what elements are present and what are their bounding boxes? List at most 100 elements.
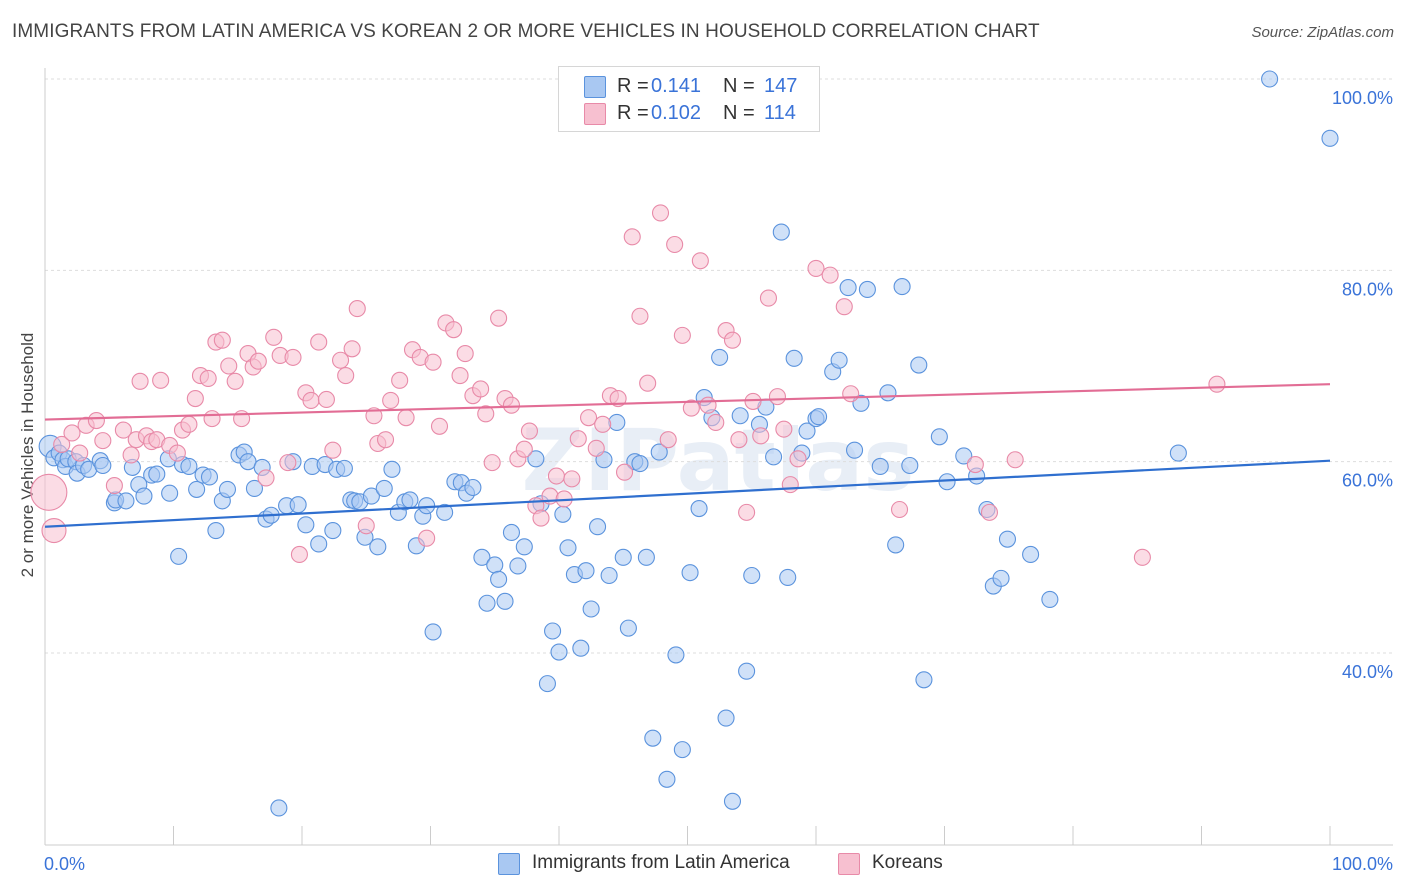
data-point-koreans xyxy=(691,252,709,270)
data-point-immigrants xyxy=(550,643,568,661)
data-point-immigrants xyxy=(188,480,206,498)
data-point-immigrants xyxy=(135,487,153,505)
data-point-immigrants xyxy=(731,407,749,425)
y-tick-label: 100.0% xyxy=(1332,88,1393,108)
data-point-koreans xyxy=(317,390,335,409)
data-point-immigrants xyxy=(369,538,387,556)
data-point-koreans xyxy=(842,385,860,403)
data-point-koreans xyxy=(966,455,984,474)
data-point-koreans xyxy=(502,396,521,414)
data-point-immigrants xyxy=(711,348,729,366)
data-point-koreans xyxy=(651,204,670,222)
data-point-koreans xyxy=(483,454,501,472)
n-value: 114 xyxy=(764,102,796,124)
data-point-koreans xyxy=(430,417,449,435)
data-point-immigrants xyxy=(375,479,393,498)
data-point-immigrants xyxy=(644,729,662,747)
data-point-koreans xyxy=(445,321,463,339)
data-point-koreans xyxy=(477,405,495,423)
data-point-koreans xyxy=(659,431,677,449)
data-point-immigrants xyxy=(486,556,504,574)
data-point-koreans xyxy=(532,509,550,527)
data-point-immigrants xyxy=(207,521,225,540)
r-label: R = xyxy=(617,75,649,97)
legend-label: Immigrants from Latin America xyxy=(532,852,790,873)
data-point-immigrants xyxy=(245,479,264,498)
data-point-immigrants xyxy=(600,566,618,585)
data-point-immigrants xyxy=(650,443,668,461)
data-point-immigrants xyxy=(310,535,328,553)
n-label: N = xyxy=(723,102,755,124)
data-point-koreans xyxy=(290,545,308,564)
data-point-immigrants xyxy=(608,413,626,431)
data-point-koreans xyxy=(738,503,756,521)
data-point-koreans xyxy=(890,500,909,519)
data-point-koreans xyxy=(265,328,283,346)
r-value: 0.102 xyxy=(651,102,702,124)
data-point-immigrants xyxy=(297,516,315,534)
data-point-immigrants xyxy=(1022,545,1040,564)
data-point-koreans xyxy=(249,352,267,370)
data-point-koreans xyxy=(220,357,238,375)
data-point-immigrants xyxy=(464,478,482,497)
data-point-immigrants xyxy=(94,456,112,475)
data-point-immigrants xyxy=(1041,590,1059,608)
data-point-koreans xyxy=(569,430,587,448)
data-point-immigrants xyxy=(619,619,637,637)
data-point-koreans xyxy=(30,473,68,511)
data-point-immigrants xyxy=(200,468,219,486)
data-point-koreans xyxy=(835,298,853,316)
data-point-immigrants xyxy=(690,499,708,518)
data-point-koreans xyxy=(310,333,328,351)
data-point-koreans xyxy=(1208,375,1226,393)
data-point-immigrants xyxy=(509,557,527,575)
data-point-immigrants xyxy=(572,639,590,657)
data-point-immigrants xyxy=(478,594,496,612)
blue-swatch-icon xyxy=(498,853,520,875)
data-point-immigrants xyxy=(901,456,919,475)
data-point-immigrants xyxy=(554,505,572,523)
data-point-koreans xyxy=(424,353,442,371)
data-point-koreans xyxy=(382,391,400,409)
n-label: N = xyxy=(723,75,755,97)
data-point-koreans xyxy=(391,371,409,389)
data-point-koreans xyxy=(594,415,612,433)
data-point-immigrants xyxy=(502,523,521,542)
chart-title: IMMIGRANTS FROM LATIN AMERICA VS KOREAN … xyxy=(12,21,1040,42)
data-point-koreans xyxy=(152,371,170,389)
data-point-immigrants xyxy=(998,530,1017,548)
data-point-koreans xyxy=(515,440,533,458)
data-point-immigrants xyxy=(798,422,816,440)
data-point-immigrants xyxy=(588,518,607,536)
data-point-koreans xyxy=(186,389,204,408)
data-point-immigrants xyxy=(1321,129,1339,147)
data-point-koreans xyxy=(180,415,198,433)
data-point-immigrants xyxy=(871,457,889,476)
data-point-immigrants xyxy=(538,675,556,693)
data-point-koreans xyxy=(114,421,132,439)
data-point-immigrants xyxy=(289,496,307,514)
data-point-immigrants xyxy=(490,570,508,588)
data-point-immigrants xyxy=(785,349,803,367)
data-point-immigrants xyxy=(362,487,380,505)
data-point-immigrants xyxy=(544,622,562,640)
data-point-koreans xyxy=(730,431,748,449)
data-point-koreans xyxy=(418,529,436,547)
data-point-immigrants xyxy=(148,465,166,483)
data-point-immigrants xyxy=(170,547,188,565)
data-point-immigrants xyxy=(738,662,756,680)
data-point-immigrants xyxy=(559,539,577,557)
pink-swatch-icon xyxy=(838,853,860,875)
data-point-koreans xyxy=(563,470,581,488)
data-point-koreans xyxy=(71,444,89,462)
data-point-koreans xyxy=(199,369,217,387)
data-point-immigrants xyxy=(681,564,699,582)
data-point-koreans xyxy=(472,380,490,398)
x-tick-label: 0.0% xyxy=(44,854,85,874)
data-point-koreans xyxy=(666,235,684,254)
data-point-koreans xyxy=(331,351,350,369)
y-tick-label: 80.0% xyxy=(1342,279,1393,299)
data-point-koreans xyxy=(337,367,355,385)
data-point-immigrants xyxy=(845,441,864,459)
